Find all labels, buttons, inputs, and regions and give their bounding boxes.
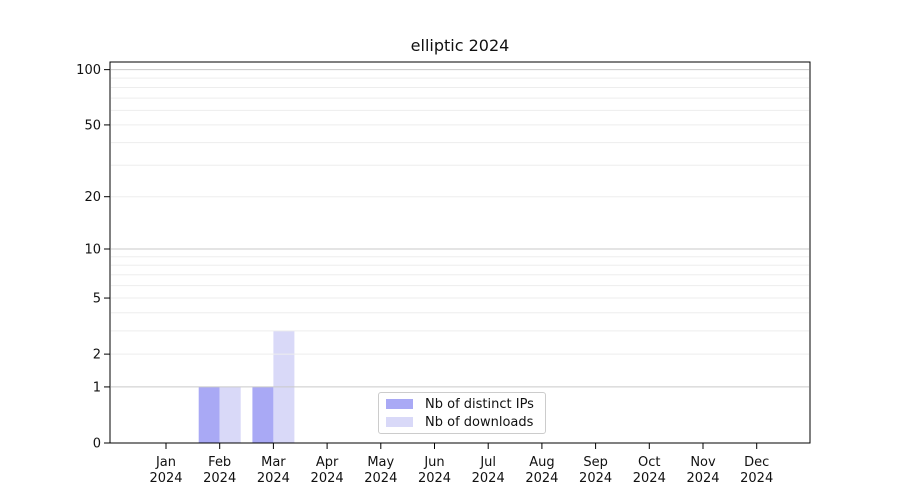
x-tick-label-month: Aug [529,455,554,470]
x-tick-label-year: 2024 [579,471,612,486]
x-tick-label-year: 2024 [472,471,505,486]
x-tick-label-month: Mar [261,455,286,470]
bar-nb-of-downloads [219,386,241,443]
legend-label-downloads: Nb of downloads [425,414,534,430]
y-tick-label: 2 [93,348,101,363]
x-tick-label-month: May [367,455,394,470]
x-tick-label-month: Apr [316,455,339,470]
x-tick-label-month: Sep [583,455,608,470]
x-tick-label-year: 2024 [525,471,558,486]
x-tick-label-year: 2024 [418,471,451,486]
plot-spines [109,61,811,444]
x-tick-label-year: 2024 [149,471,182,486]
x-tick-label-year: 2024 [311,471,344,486]
x-tick-label-month: Jan [155,455,176,470]
x-tick-label-month: Oct [638,455,660,470]
legend: Nb of distinct IPs Nb of downloads [378,392,546,434]
legend-label-distinct-ips: Nb of distinct IPs [425,396,534,412]
x-tick-label-year: 2024 [686,471,719,486]
y-tick-label: 1 [93,380,101,395]
legend-swatch-downloads [386,417,413,427]
x-tick-label-year: 2024 [203,471,236,486]
legend-swatch-distinct-ips [386,399,413,409]
x-tick-label-month: Nov [690,455,716,470]
legend-item-downloads: Nb of downloads [386,415,537,430]
bar-nb-of-distinct-ips [198,386,220,443]
y-tick-label: 50 [84,118,101,133]
x-tick-label-year: 2024 [740,471,773,486]
x-tick-label-year: 2024 [633,471,666,486]
chart-title: elliptic 2024 [410,36,510,55]
y-tick-label: 10 [84,243,101,258]
x-tick-label-month: Jun [423,455,444,470]
y-tick-label: 5 [93,292,101,307]
x-tick-label-year: 2024 [364,471,397,486]
x-tick-label-month: Feb [208,455,231,470]
x-tick-label-month: Dec [744,455,769,470]
y-tick-label: 100 [76,63,101,78]
legend-item-distinct-ips: Nb of distinct IPs [386,397,537,412]
y-tick-label: 20 [84,190,101,205]
x-tick-label-month: Jul [479,455,496,470]
x-tick-label-year: 2024 [257,471,290,486]
y-tick-label: 0 [93,437,101,452]
bar-nb-of-distinct-ips [252,386,274,443]
